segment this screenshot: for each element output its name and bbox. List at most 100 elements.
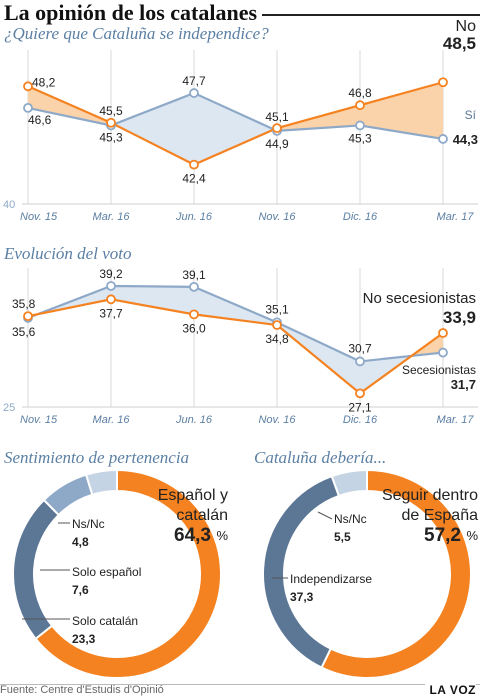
belonging-slice — [34, 468, 222, 679]
independence-data-label: 46,6 — [28, 113, 52, 127]
vote-x-tick-label: Jun. 16 — [175, 414, 213, 426]
independence-final-value-no: 48,5 — [443, 34, 476, 53]
vote-data-point — [189, 281, 199, 292]
should-value-nsnc: 5,5 — [334, 530, 351, 544]
independence-series-line-b — [27, 91, 444, 141]
independence-data-point — [272, 123, 282, 134]
independence-x-tick-label: Dic. 16 — [343, 211, 378, 223]
independence-x-tick-label: Nov. 16 — [258, 211, 296, 223]
independence-data-label: 47,7 — [182, 74, 206, 88]
independence-series-line-a — [27, 81, 444, 166]
independence-legend-no: No — [456, 18, 477, 35]
independence-area-fill — [114, 93, 194, 165]
belonging-label-main-line1: Español y — [158, 487, 228, 504]
vote-x-tick-label: Mar. 16 — [93, 414, 131, 426]
should-label-nsnc: Ns/Nc — [334, 512, 367, 526]
independence-x-tick-label: Mar. 17 — [437, 211, 475, 223]
belonging-slice — [12, 498, 61, 641]
independence-area-fill — [194, 93, 274, 165]
title-rule — [262, 14, 480, 16]
vote-series-line-b — [27, 284, 444, 363]
belonging-slice — [84, 468, 118, 496]
belonging-unit: % — [216, 528, 228, 543]
vote-data-label: 39,1 — [182, 268, 206, 282]
should-label-main-line2: de España — [401, 507, 478, 524]
vote-data-label: 30,7 — [348, 341, 372, 355]
belonging-label-solo-catalan: Solo catalán — [72, 614, 138, 628]
belonging-subtitle: Sentimiento de pertenencia — [4, 448, 190, 467]
vote-data-label: 39,2 — [99, 267, 123, 281]
vote-final-value-no-secesionistas: 33,9 — [443, 308, 476, 327]
belonging-label-nsnc: Ns/Nc — [72, 517, 105, 531]
vote-x-tick-label: Mar. 17 — [437, 414, 475, 426]
independence-data-point — [23, 103, 33, 113]
independence-data-point — [355, 100, 365, 111]
independence-subtitle: ¿Quiere que Cataluña se independice? — [4, 24, 269, 43]
vote-data-point — [438, 347, 448, 358]
vote-data-point — [272, 320, 282, 330]
should-leader-line — [317, 511, 333, 520]
independence-data-point — [23, 81, 33, 92]
should-slice — [330, 468, 368, 498]
vote-data-point — [189, 309, 199, 320]
independence-final-value-si: 44,3 — [453, 132, 478, 147]
vote-data-label: 27,1 — [348, 400, 372, 414]
vote-subtitle: Evolución del voto — [4, 244, 132, 263]
vote-series-line-a — [27, 298, 444, 395]
independence-data-label: 44,9 — [265, 137, 289, 151]
independence-data-point — [438, 134, 448, 144]
vote-data-label: 35,1 — [265, 302, 289, 316]
independence-data-point — [106, 117, 116, 128]
vote-data-point — [106, 281, 116, 291]
vote-legend-no-secesionistas: No secesionistas — [363, 290, 476, 307]
independence-y-tick-label: 40 — [3, 199, 15, 211]
independence-data-label: 48,2 — [32, 75, 56, 89]
should-label-main-line1: Seguir dentro — [382, 487, 478, 504]
independence-x-tick-label: Nov. 15 — [20, 211, 58, 223]
independence-x-tick-label: Jun. 16 — [175, 211, 213, 223]
vote-data-label: 37,7 — [99, 306, 123, 320]
belonging-value-solo-espanol: 7,6 — [72, 583, 89, 597]
independence-data-label: 45,3 — [348, 131, 372, 145]
should-value-independizarse: 37,3 — [290, 590, 314, 604]
independence-data-label: 45,3 — [99, 130, 123, 144]
independence-data-label: 46,8 — [348, 86, 372, 100]
vote-y-tick-label: 25 — [3, 402, 15, 414]
vote-data-point — [355, 388, 365, 399]
belonging-label-main-line2: catalán — [176, 507, 228, 524]
belonging-value-nsnc: 4,8 — [72, 535, 89, 549]
vote-x-tick-label: Nov. 15 — [20, 414, 58, 426]
vote-data-label: 35,6 — [12, 325, 36, 339]
brand-logo: LA VOZ — [425, 683, 476, 697]
independence-x-tick-label: Mar. 16 — [93, 211, 131, 223]
vote-data-label: 35,8 — [12, 297, 36, 311]
vote-area-fill — [111, 285, 194, 315]
independence-area-fill — [360, 82, 443, 139]
independence-data-label: 45,1 — [265, 110, 289, 124]
vote-data-point — [355, 356, 365, 367]
vote-data-label: 36,0 — [182, 321, 206, 335]
independence-data-point — [189, 159, 199, 170]
vote-data-point — [23, 311, 33, 322]
should-unit: % — [466, 528, 478, 543]
vote-x-tick-label: Dic. 16 — [343, 414, 378, 426]
independence-data-label: 45,5 — [99, 104, 123, 118]
belonging-value-main: 64,3 — [174, 525, 211, 546]
vote-data-point — [438, 328, 448, 338]
independence-data-point — [189, 88, 199, 98]
independence-data-point — [438, 77, 448, 88]
independence-data-point — [355, 120, 365, 131]
vote-x-tick-label: Nov. 16 — [258, 414, 296, 426]
should-label-independizarse: Independizarse — [290, 572, 372, 586]
vote-legend-secesionistas: Secesionistas — [402, 363, 476, 377]
should-subtitle: Cataluña debería... — [254, 448, 387, 467]
vote-data-label: 34,8 — [265, 332, 289, 346]
should-value-main: 57,2 — [424, 525, 461, 546]
page-title: La opinión de los catalanes — [4, 0, 258, 25]
footer-rule — [0, 684, 480, 685]
vote-data-point — [106, 294, 116, 305]
independence-legend-si: Sí — [465, 108, 477, 122]
vote-final-value-secesionistas: 31,7 — [451, 377, 476, 392]
belonging-value-solo-catalan: 23,3 — [72, 632, 96, 646]
